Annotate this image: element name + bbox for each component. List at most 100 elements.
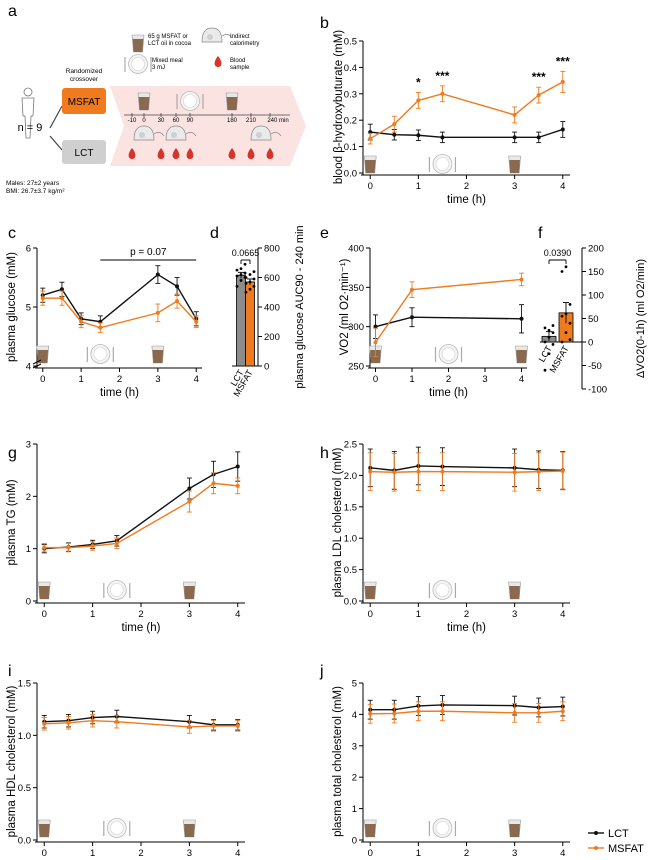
individual-point — [248, 287, 252, 291]
y-tick-label: 3 — [352, 741, 357, 752]
plate-center — [110, 821, 124, 835]
data-point-msfat — [519, 277, 524, 282]
individual-point — [560, 270, 564, 273]
cocoa-fill — [364, 586, 376, 599]
significance-marker: *** — [556, 54, 570, 68]
y-tick-label: 0.0 — [344, 597, 357, 608]
x-tick-label: 0 — [42, 609, 47, 620]
individual-point — [560, 340, 564, 344]
arm-lct-box — [62, 140, 106, 164]
panel-h: h 0.0 0.5 1.0 1.5 2.0 2.5 0 1 2 3 4 time (h) plasma L… — [320, 440, 570, 634]
cocoa-fill — [364, 824, 376, 837]
x-tick-label: 4 — [519, 374, 524, 385]
design-label-1: Randomized — [66, 68, 103, 75]
timeline-label: 180 — [227, 118, 238, 124]
y-tick-label: 0.0 — [344, 169, 357, 180]
data-point-msfat — [392, 711, 397, 716]
cocoa-fill — [509, 160, 520, 173]
cocoa-fill — [38, 824, 50, 837]
cocoa-fill — [516, 350, 527, 363]
y-tick-label: 5 — [352, 679, 357, 690]
axis-break — [32, 359, 42, 365]
data-point-msfat — [536, 710, 541, 715]
individual-point — [547, 352, 551, 356]
y-tick-label: 200 — [588, 244, 604, 255]
legend-calorimetry-1: Indirect — [230, 34, 250, 40]
x-tick-label: 1 — [416, 848, 421, 859]
data-point-msfat — [392, 122, 397, 127]
legend-label-msfat: MSFAT — [608, 843, 644, 855]
y-tick-label: 200 — [264, 332, 280, 343]
y-axis-label: plasma total cholesterol (mM) — [332, 686, 344, 837]
x-tick-label: 0 — [373, 374, 378, 385]
data-point-msfat — [114, 719, 119, 724]
cocoa-drink-icon — [36, 345, 50, 364]
individual-point — [239, 279, 243, 282]
timeline-band — [110, 86, 306, 166]
y-tick-label: 0.5 — [344, 565, 357, 576]
blood-drop-icon — [247, 148, 255, 159]
legend-calorimetry-2: calorimetry — [230, 41, 259, 47]
y-tick-label: 400 — [264, 303, 280, 314]
cocoa-fill — [184, 824, 195, 837]
individual-point — [547, 335, 551, 339]
panel-letter-e: e — [320, 225, 329, 242]
x-tick-label: 2 — [138, 609, 143, 620]
x-tick-label: 3 — [512, 181, 517, 192]
plate-center — [435, 583, 450, 597]
arm-msfat-box — [62, 88, 106, 114]
y-tick-label: 400 — [348, 244, 364, 255]
panel-j: j01234501234time (h)plasma total cholest… — [319, 663, 570, 859]
cocoa-drink-icon — [183, 581, 196, 600]
data-point-lct — [409, 315, 414, 320]
individual-point — [248, 273, 252, 276]
cocoa-drink-icon — [363, 819, 377, 838]
x-tick-label: 2 — [464, 181, 469, 192]
data-point-msfat — [79, 319, 84, 324]
series-line-lct — [370, 128, 563, 139]
legend-marker-lct — [594, 831, 598, 835]
data-point-msfat — [42, 721, 47, 726]
y-tick-label: 5 — [26, 303, 31, 314]
plate-center — [131, 57, 145, 71]
y-tick-label: 1.5 — [18, 679, 31, 690]
calorimetry-hood-icon — [133, 125, 165, 141]
individual-point — [235, 274, 239, 278]
series-line-msfat — [370, 470, 563, 473]
y-tick-label: 2 — [26, 492, 31, 503]
cocoa-fill — [152, 350, 164, 363]
p-value-label: 0.0665 — [232, 248, 260, 258]
x-tick-label: 4 — [194, 374, 199, 385]
cocoa-fill — [38, 586, 50, 599]
y-axis-label: plasma TG (mM) — [6, 479, 18, 565]
significance-marker: *** — [435, 69, 449, 83]
data-point-msfat — [98, 325, 103, 330]
data-point-msfat — [416, 469, 421, 474]
data-point-msfat — [66, 720, 71, 725]
plate-center — [93, 347, 108, 361]
individual-point — [243, 262, 247, 266]
data-point-msfat — [368, 469, 373, 474]
legend-shake-2: LCT oil in cocoa — [148, 41, 192, 47]
individual-point — [239, 273, 243, 276]
meal-plate-icon — [176, 91, 204, 111]
individual-point — [248, 280, 252, 284]
series-line-msfat — [44, 482, 238, 549]
x-axis-label: time (h) — [429, 387, 468, 399]
y-tick-label: 1.0 — [18, 731, 31, 742]
y-tick-label: 150 — [588, 267, 604, 278]
cocoa-fill — [37, 350, 49, 363]
meal-plate-icon — [86, 344, 114, 364]
panel-e: e 250 300 350 400 0 1 2 3 4 time (h) VO2 (ml O2·min… — [320, 225, 528, 399]
data-point-msfat — [560, 469, 565, 474]
data-point-msfat — [211, 723, 216, 728]
data-point-msfat — [90, 718, 95, 723]
series-line-lct — [44, 465, 238, 550]
data-point-msfat — [440, 91, 445, 96]
individual-point — [568, 338, 572, 342]
data-point-msfat — [40, 296, 45, 301]
series-line-lct — [375, 316, 522, 328]
individual-point — [235, 268, 239, 272]
